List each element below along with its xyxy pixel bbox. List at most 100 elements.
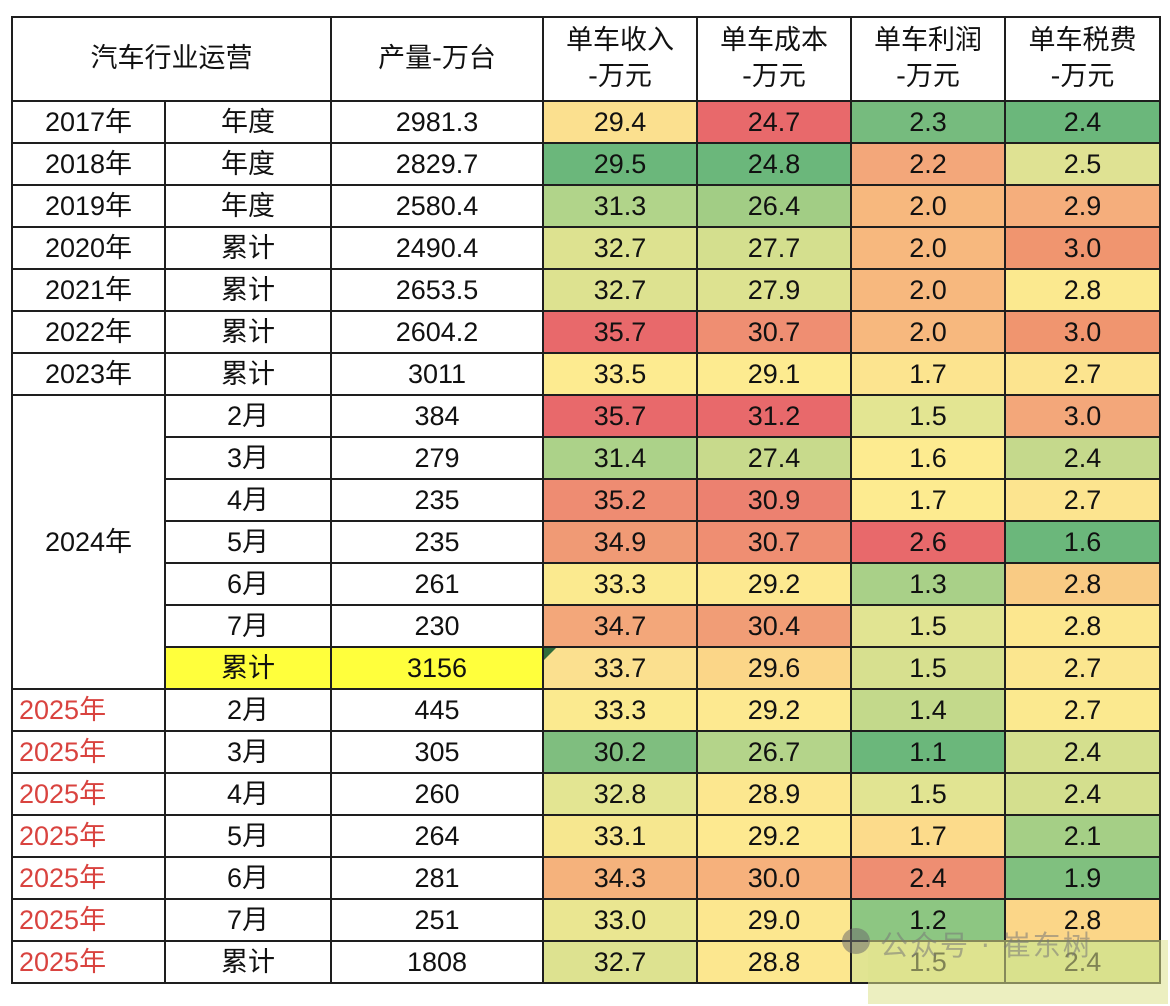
profit-cell: 1.5 xyxy=(850,772,1006,816)
profit-cell: 2.0 xyxy=(850,268,1006,312)
table-row: 2025年 累计 1808 32.7 28.8 1.5 2.4 xyxy=(11,940,1161,984)
revenue-cell: 35.2 xyxy=(542,478,698,522)
revenue-cell: 31.4 xyxy=(542,436,698,480)
period-cell: 7月 xyxy=(164,604,332,648)
tax-cell: 1.6 xyxy=(1004,520,1161,564)
table-row: 3月 279 31.4 27.4 1.6 2.4 xyxy=(12,436,1161,480)
tax-cell: 2.7 xyxy=(1004,352,1161,396)
volume-cell: 235 xyxy=(330,478,544,522)
period-cell: 年度 xyxy=(164,142,332,186)
volume-cell: 264 xyxy=(330,814,544,858)
year-cell: 2025年 xyxy=(11,772,166,816)
volume-cell: 3011 xyxy=(330,352,544,396)
cost-cell: 26.7 xyxy=(696,730,852,774)
table-title: 汽车行业运营 xyxy=(11,16,332,102)
auto-industry-ops-table: 汽车行业运营 产量-万台 单车收入 -万元 单车成本 -万元 单车利润 -万元 单车税… xyxy=(11,16,1161,984)
profit-cell: 1.7 xyxy=(850,352,1006,396)
tax-cell: 2.4 xyxy=(1004,100,1161,144)
year-cell: 2025年 xyxy=(11,940,166,984)
tax-cell: 2.4 xyxy=(1004,772,1161,816)
profit-cell: 1.5 xyxy=(850,394,1006,438)
tax-cell: 2.7 xyxy=(1004,478,1161,522)
cost-cell: 29.2 xyxy=(696,562,852,606)
profit-cell: 1.1 xyxy=(850,730,1006,774)
period-cell: 年度 xyxy=(164,100,332,144)
year-cell: 2025年 xyxy=(11,856,166,900)
period-cell: 5月 xyxy=(164,520,332,564)
revenue-cell: 32.7 xyxy=(542,940,698,984)
header-cost: 单车成本 -万元 xyxy=(696,16,852,102)
tax-cell: 2.8 xyxy=(1004,268,1161,312)
period-cell: 2月 xyxy=(164,394,332,438)
tax-cell: 2.1 xyxy=(1004,814,1161,858)
year-cell: 2025年 xyxy=(11,730,166,774)
year-cell: 2023年 xyxy=(11,352,166,396)
cost-cell: 30.0 xyxy=(696,856,852,900)
cost-cell: 30.4 xyxy=(696,604,852,648)
period-cell: 累计 xyxy=(164,352,332,396)
comment-marker-icon xyxy=(545,649,556,660)
profit-cell: 2.0 xyxy=(850,184,1006,228)
header-cost-line1: 单车成本 xyxy=(720,25,828,56)
volume-cell: 2829.7 xyxy=(330,142,544,186)
period-cell: 6月 xyxy=(164,856,332,900)
profit-cell: 1.4 xyxy=(850,688,1006,732)
profit-cell: 2.6 xyxy=(850,520,1006,564)
year-cell: 2025年 xyxy=(11,814,166,858)
volume-cell: 235 xyxy=(330,520,544,564)
volume-cell: 3156 xyxy=(330,646,544,690)
tax-cell: 2.8 xyxy=(1004,604,1161,648)
table-row: 6月 261 33.3 29.2 1.3 2.8 xyxy=(12,562,1161,606)
volume-cell: 2653.5 xyxy=(330,268,544,312)
table-row: 7月 230 34.7 30.4 1.5 2.8 xyxy=(12,604,1161,648)
table-row: 2024年 2月 384 35.7 31.2 1.5 3.0 xyxy=(11,394,1161,690)
header-cost-line2: -万元 xyxy=(742,61,806,92)
header-tax: 单车税费 -万元 xyxy=(1004,16,1161,102)
cost-cell: 29.6 xyxy=(696,646,852,690)
revenue-cell: 33.0 xyxy=(542,898,698,942)
revenue-cell: 31.3 xyxy=(542,184,698,228)
period-cell: 累计 xyxy=(164,940,332,984)
table-row: 2025年 6月 281 34.3 30.0 2.4 1.9 xyxy=(11,856,1161,900)
header-profit-line2: -万元 xyxy=(896,61,960,92)
volume-cell: 2981.3 xyxy=(330,100,544,144)
table-row: 2020年 累计 2490.4 32.7 27.7 2.0 3.0 xyxy=(11,226,1161,270)
year-cell: 2021年 xyxy=(11,268,166,312)
table-row: 2019年 年度 2580.4 31.3 26.4 2.0 2.9 xyxy=(11,184,1161,228)
revenue-cell: 30.2 xyxy=(542,730,698,774)
profit-cell: 1.3 xyxy=(850,562,1006,606)
cost-cell: 31.2 xyxy=(696,394,852,438)
cost-cell: 30.7 xyxy=(696,310,852,354)
tax-cell: 2.8 xyxy=(1004,898,1161,942)
revenue-cell: 33.3 xyxy=(542,688,698,732)
profit-cell: 1.7 xyxy=(850,478,1006,522)
tax-cell: 2.9 xyxy=(1004,184,1161,228)
table-row: 5月 235 34.9 30.7 2.6 1.6 xyxy=(12,520,1161,564)
revenue-cell: 34.9 xyxy=(542,520,698,564)
cost-cell: 24.8 xyxy=(696,142,852,186)
cost-cell: 27.7 xyxy=(696,226,852,270)
revenue-cell: 32.7 xyxy=(542,226,698,270)
cost-cell: 28.8 xyxy=(696,940,852,984)
volume-cell: 2604.2 xyxy=(330,310,544,354)
revenue-cell: 32.8 xyxy=(542,772,698,816)
tax-cell: 2.4 xyxy=(1004,940,1161,984)
cost-cell: 30.9 xyxy=(696,478,852,522)
table-row: 2021年 累计 2653.5 32.7 27.9 2.0 2.8 xyxy=(11,268,1161,312)
period-cell: 4月 xyxy=(164,478,332,522)
revenue-cell: 34.3 xyxy=(542,856,698,900)
cost-cell: 27.4 xyxy=(696,436,852,480)
tax-cell: 2.7 xyxy=(1004,646,1161,690)
volume-cell: 230 xyxy=(330,604,544,648)
year-cell: 2025年 xyxy=(11,688,166,732)
period-cell: 2月 xyxy=(164,688,332,732)
volume-cell: 2490.4 xyxy=(330,226,544,270)
profit-cell: 1.2 xyxy=(850,898,1006,942)
year-cell: 2025年 xyxy=(11,898,166,942)
cost-cell: 29.0 xyxy=(696,898,852,942)
revenue-cell: 35.7 xyxy=(542,310,698,354)
revenue-cell: 29.5 xyxy=(542,142,698,186)
period-cell: 6月 xyxy=(164,562,332,606)
tax-cell: 1.9 xyxy=(1004,856,1161,900)
revenue-cell: 32.7 xyxy=(542,268,698,312)
